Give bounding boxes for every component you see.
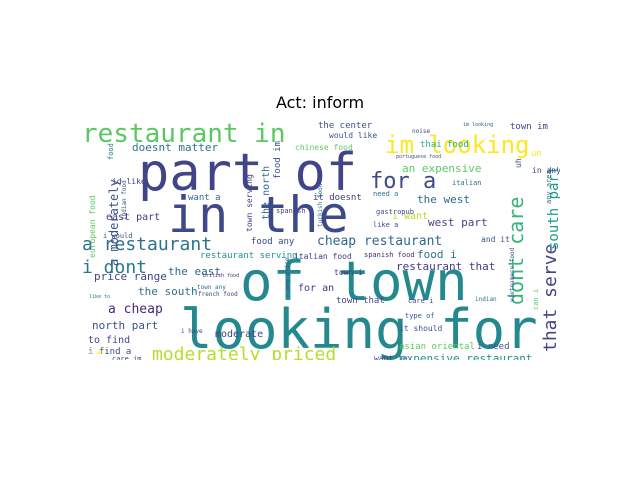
word-a-moderately: a moderately [107, 179, 121, 266]
word-un: un [531, 149, 542, 159]
word-town-that: town that [336, 296, 385, 306]
word-in-the: in the [168, 186, 349, 244]
word-i-would: i would [103, 232, 133, 240]
word-expensive-restaurant: expensive restaurant [400, 352, 532, 360]
word-i-find-a: i find a [88, 347, 131, 357]
word-moderately-priced: moderately priced [152, 344, 336, 360]
word-turkish-food: turkish food [317, 183, 324, 227]
word-west-part: west part [428, 216, 488, 229]
word-it-should: it should [399, 324, 443, 333]
word-want-a: want a [188, 193, 221, 203]
word-i-dont: i dont [82, 257, 147, 278]
word-care-i: care i [408, 297, 433, 305]
word-for-an: for an [298, 283, 334, 294]
word-food: food [107, 143, 115, 160]
word-in-any: in any [532, 166, 560, 175]
word-indian-food: indian food [121, 180, 128, 220]
word-noise: noise [412, 128, 430, 135]
word-food-any: food any [251, 237, 295, 247]
word-i-want: i want [392, 211, 428, 222]
word-of-town: of town [240, 250, 468, 313]
word-cheap-restaurant: cheap restaurant [317, 234, 442, 249]
word-care-im: care im [112, 355, 142, 360]
word-the-east: the east [168, 265, 221, 278]
chart-title: Act: inform [275, 93, 365, 112]
word-indian: indian [475, 296, 497, 303]
word-the-north: the north [261, 166, 272, 220]
word-i-need: i need [477, 342, 510, 352]
word-that-serve: that serve [540, 244, 560, 352]
word-like-a: like a [373, 221, 398, 229]
word-french-food: french food [198, 291, 238, 298]
word-id-like: id like [112, 177, 146, 186]
word-town-any: town any [197, 284, 226, 291]
word-british-food: british food [203, 273, 239, 279]
word-can-i: can i [532, 289, 540, 310]
word-spanish: spanish [276, 207, 306, 215]
word-any-price: any price [284, 257, 291, 290]
word-uh: uh [514, 158, 523, 168]
word-gastropub: gastropub [376, 208, 414, 216]
word-dont-care: dont care [504, 197, 528, 305]
word-town-im: town im [510, 122, 548, 132]
word-part-of: part of [138, 143, 357, 203]
word-it-doesnt: it doesnt [313, 193, 362, 203]
word-i-am: i am [89, 349, 104, 356]
word-restaurant-that: restaurant that [396, 260, 495, 273]
word-want-to: want to [374, 354, 408, 360]
word-type-of: type of [405, 312, 435, 320]
word-vietnamese-food: vietnamese food [509, 247, 516, 302]
word-for-a: for a [370, 169, 436, 194]
word-an-expensive: an expensive [402, 162, 481, 175]
word-a-cheap: a cheap [108, 302, 163, 317]
word-food-im: food im [273, 141, 283, 179]
word-need-a: need a [373, 190, 398, 198]
word-the-west: the west [417, 193, 470, 206]
word-would-like: would like [329, 131, 377, 140]
word-to-find: to find [88, 335, 130, 346]
word-a-restaurant: a restaurant [82, 234, 212, 255]
word-looking-for: looking for [180, 298, 538, 360]
word-price-range: price range [94, 270, 167, 283]
word-i-have: i have [181, 328, 203, 335]
word-thai-food: thai food [420, 140, 469, 150]
word-town-i: town i [334, 268, 363, 277]
word-chinese-food: chinese food [295, 143, 353, 152]
word-restaurant-in: restaurant in [82, 120, 286, 149]
word-like-to: like to [89, 294, 110, 300]
word-asian-oriental: asian oriental [399, 342, 475, 352]
word-im-looking: im looking [385, 131, 530, 159]
word-italian: italian [452, 179, 482, 187]
word-town-serving: town serving [245, 174, 254, 232]
word-any-area: any area [545, 170, 553, 204]
word-east-part: east part [106, 212, 160, 223]
word-and-it: and it [481, 235, 510, 244]
word-the-south: the south [138, 285, 198, 298]
word-restaurant-serving: restaurant serving [200, 251, 298, 261]
word-moderate: moderate [215, 329, 263, 340]
word-doesnt-matter: doesnt matter [132, 141, 218, 154]
word-portuguese-food: portuguese food [396, 154, 441, 160]
word-south-part: south part [546, 166, 560, 250]
word-im-looking: im looking [463, 122, 493, 128]
word-european-food: european food [88, 195, 97, 258]
word-spanish-food: spanish food [364, 251, 415, 259]
word-the-center: the center [318, 121, 373, 131]
word-italian-food: italian food [294, 252, 352, 261]
word-food-i: food i [417, 248, 457, 261]
word-north-part: north part [92, 319, 158, 332]
